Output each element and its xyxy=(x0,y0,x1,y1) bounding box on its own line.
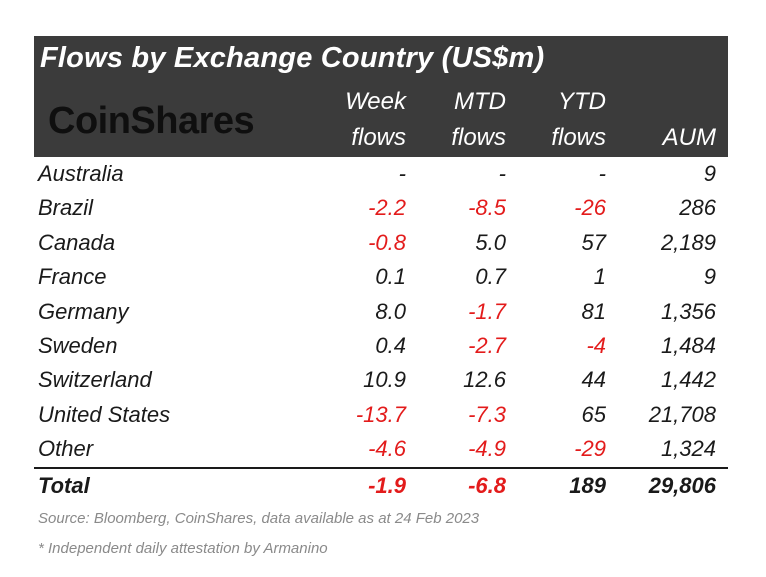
table-cell: 0.7 xyxy=(475,264,506,290)
table-row: Switzerland 10.9 12.6 44 1,442 xyxy=(34,363,728,397)
table-row: Other -4.6 -4.9 -29 1,324 xyxy=(34,432,728,466)
footnote: * Independent daily attestation by Arman… xyxy=(38,540,328,557)
table-row: Canada -0.8 5.0 57 2,189 xyxy=(34,226,728,260)
table-row: Sweden 0.4 -2.7 -4 1,484 xyxy=(34,329,728,363)
table-cell: - xyxy=(398,161,406,186)
table-cell: 10.9 xyxy=(363,367,406,393)
table-cell: 1,442 xyxy=(660,367,716,393)
column-header-ytd: YTD flows xyxy=(551,84,606,156)
table-cell: -6.8 xyxy=(468,472,506,498)
table-cell: 0.4 xyxy=(375,332,406,358)
column-header-mtd-line1: MTD xyxy=(454,88,506,115)
table-cell: 1,484 xyxy=(660,332,716,358)
table-cell: 44 xyxy=(581,367,606,393)
country-name: Germany xyxy=(38,298,129,324)
column-header-mtd-line2: flows xyxy=(451,124,506,151)
table-row: France 0.1 0.7 1 9 xyxy=(34,260,728,294)
table-row: Germany 8.0 -1.7 81 1,356 xyxy=(34,295,728,329)
table-cell: -13.7 xyxy=(355,401,406,427)
country-name: France xyxy=(38,264,107,290)
table-row: Australia - - - 9 xyxy=(34,157,728,191)
table-cell: 286 xyxy=(679,195,716,221)
country-name: Other xyxy=(38,436,94,462)
table-cell: 1 xyxy=(593,264,606,290)
table-cell: - xyxy=(598,161,606,186)
table-cell: -7.3 xyxy=(468,401,506,427)
table-cell: 9 xyxy=(703,161,716,186)
table-body: Australia - - - 9 Brazil -2.2 -8.5 -26 286 Canada -… xyxy=(34,157,728,503)
table-cell: -1.9 xyxy=(368,472,406,498)
table-cell: 5.0 xyxy=(475,229,506,255)
flows-table-figure: Flows by Exchange Country (US$m) CoinSha… xyxy=(34,36,728,503)
total-label: Total xyxy=(38,472,90,498)
column-header-week-line2: flows xyxy=(351,124,406,151)
table-cell: -1.7 xyxy=(468,298,506,324)
table-cell: -29 xyxy=(574,436,606,462)
table-row: Brazil -2.2 -8.5 -26 286 xyxy=(34,191,728,225)
table-cell: 81 xyxy=(581,298,606,324)
table-row: United States -13.7 -7.3 65 21,708 xyxy=(34,398,728,432)
table-cell: 8.0 xyxy=(375,298,406,324)
country-name: Australia xyxy=(38,161,124,186)
table-cell: -2.7 xyxy=(468,332,506,358)
country-name: Sweden xyxy=(38,332,118,358)
table-cell: -2.2 xyxy=(368,195,406,221)
table-cell: -4.6 xyxy=(368,436,406,462)
table-cell: - xyxy=(498,161,506,186)
country-name: Canada xyxy=(38,229,116,255)
table-cell: 21,708 xyxy=(648,401,716,427)
column-header-week-line1: Week xyxy=(345,88,406,115)
source-note: Source: Bloomberg, CoinShares, data avai… xyxy=(38,510,480,527)
column-header-ytd-line1: YTD xyxy=(558,88,606,115)
table-cell: -4.9 xyxy=(468,436,506,462)
table-header: Flows by Exchange Country (US$m) CoinSha… xyxy=(34,36,728,157)
column-header-aum: AUM xyxy=(663,84,716,156)
country-name: United States xyxy=(38,401,171,427)
table-cell: 57 xyxy=(581,229,606,255)
table-cell: 1,324 xyxy=(660,436,716,462)
table-cell: 0.1 xyxy=(375,264,406,290)
table-cell: -8.5 xyxy=(468,195,506,221)
table-cell: -0.8 xyxy=(368,229,406,255)
column-header-ytd-line2: flows xyxy=(551,124,606,151)
coinshares-logo: CoinShares xyxy=(48,100,255,142)
table-cell: 2,189 xyxy=(660,229,716,255)
column-header-aum-line2: AUM xyxy=(662,124,716,151)
table-cell: 29,806 xyxy=(648,472,716,498)
table-cell: -26 xyxy=(574,195,606,221)
column-header-week: Week flows xyxy=(345,84,406,156)
country-name: Switzerland xyxy=(38,367,152,393)
table-title: Flows by Exchange Country (US$m) xyxy=(40,42,545,74)
table-cell: 189 xyxy=(569,472,606,498)
table-cell: 1,356 xyxy=(660,298,716,324)
country-name: Brazil xyxy=(38,195,94,221)
table-cell: 12.6 xyxy=(463,367,506,393)
table-cell: -4 xyxy=(586,332,606,358)
table-cell: 9 xyxy=(703,264,716,290)
column-header-mtd: MTD flows xyxy=(451,84,506,156)
column-header-aum-line1 xyxy=(663,84,716,120)
table-cell: 65 xyxy=(581,401,606,427)
total-row: Total -1.9 -6.8 189 29,806 xyxy=(34,466,728,503)
